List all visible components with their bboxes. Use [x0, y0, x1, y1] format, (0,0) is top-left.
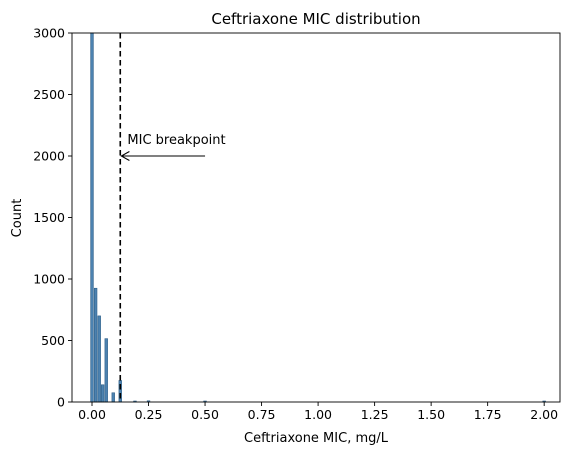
x-tick-label-0: 0.00 [78, 407, 106, 422]
histogram-bar-1 [93, 287, 98, 403]
y-tick-label-6: 3000 [33, 26, 65, 41]
histogram-bar-6 [118, 380, 122, 403]
plot-area: MIC breakpoint [90, 32, 546, 403]
histogram-bar-3 [100, 384, 105, 403]
y-tick-label-2: 1000 [33, 272, 65, 287]
y-tick-label-0: 0 [57, 395, 65, 410]
y-axis-title: Count [10, 199, 25, 238]
x-tick-label-8: 2.00 [530, 407, 558, 422]
y-tick-label-1: 500 [41, 333, 65, 348]
chart-title: Ceftriaxone MIC distribution [211, 10, 420, 28]
x-tick-label-2: 0.50 [191, 407, 219, 422]
annotation-arrow-head [120, 151, 130, 161]
histogram-bar-4 [104, 338, 108, 403]
annotation-text: MIC breakpoint [127, 133, 225, 148]
axes-frame [71, 32, 561, 403]
x-tick-label-7: 1.75 [474, 407, 502, 422]
y-tick-label-3: 1500 [33, 210, 65, 225]
y-tick-label-5: 2500 [33, 87, 65, 102]
x-tick-label-5: 1.25 [361, 407, 389, 422]
histogram-bar-2 [97, 315, 101, 403]
x-axis-title: Ceftriaxone MIC, mg/L [244, 431, 389, 446]
x-tick-label-3: 0.75 [248, 407, 276, 422]
x-tick-label-6: 1.50 [417, 407, 445, 422]
histogram-bar-5 [111, 392, 115, 403]
axes: 0.00 0.25 0.50 0.75 1.00 1.25 1.50 1.75 2.00 0 500… [33, 26, 561, 422]
histogram-bar-0 [90, 32, 94, 403]
x-tick-label-1: 0.25 [135, 407, 163, 422]
y-tick-label-4: 2000 [33, 149, 65, 164]
x-tick-label-4: 1.00 [304, 407, 332, 422]
